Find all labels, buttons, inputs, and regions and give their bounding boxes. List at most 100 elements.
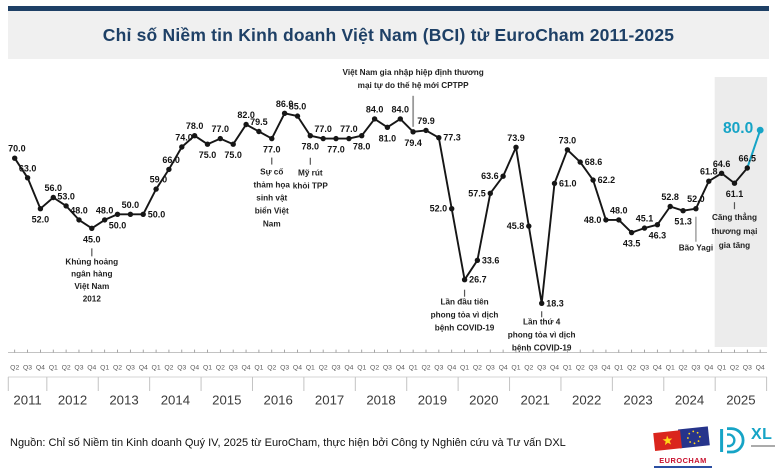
quarter-tick-label: Q3: [743, 365, 752, 372]
data-point: [89, 225, 95, 231]
annotation-text: thảm họa: [254, 181, 291, 190]
data-point: [24, 175, 31, 181]
data-point: [487, 190, 493, 196]
quarter-tick-label: Q3: [23, 365, 32, 372]
x-axis: Q2 Q3 Q4 Q1 Q2 Q3 Q4 Q1 Q2 Q3 Q4 Q1 Q2 Q3 Q4 Q1 Q2 Q3 Q4 Q1…: [7, 349, 768, 408]
data-label: 52.0: [32, 215, 50, 225]
annotation-text: bệnh COVID-19: [512, 343, 572, 352]
annotation-text: Sự cố: [260, 168, 283, 177]
data-label: 33.6: [482, 255, 500, 265]
data-label: 77.0: [212, 124, 230, 134]
source-note: Nguồn: Chỉ số Niềm tin Kinh doanh Quý IV…: [10, 437, 566, 449]
data-point: [641, 225, 648, 231]
data-point: [616, 217, 622, 223]
data-label: 68.6: [585, 157, 603, 167]
data-point: [397, 116, 403, 122]
data-label: 75.0: [224, 150, 242, 160]
data-point: [281, 110, 288, 117]
data-point: [140, 211, 146, 217]
quarter-tick-label: Q1: [152, 365, 161, 372]
quarter-tick-label: Q2: [10, 365, 19, 372]
annotation-text: phong tỏa vì dịch: [508, 330, 576, 339]
annotation-text: ngân hàng: [71, 270, 112, 279]
data-point: [269, 135, 275, 142]
data-label: 52.0: [687, 194, 705, 204]
quarter-tick-label: Q3: [280, 365, 289, 372]
dxl-logo-text: XL: [751, 426, 773, 443]
data-point: [307, 133, 313, 139]
data-point: [333, 135, 339, 142]
quarter-tick-label: Q1: [511, 365, 520, 372]
annotation-text: Việt Nam: [74, 282, 109, 291]
data-label: 84.0: [366, 104, 384, 114]
data-label: 63.0: [19, 163, 37, 173]
data-point: [513, 144, 519, 150]
data-label: 74.0: [175, 133, 193, 143]
quarter-tick-label: Q3: [126, 365, 135, 372]
quarter-tick-label: Q1: [49, 365, 58, 372]
quarter-tick-label: Q3: [486, 365, 495, 372]
data-point: [37, 206, 44, 212]
data-point: [63, 203, 69, 209]
data-point: [436, 135, 442, 141]
bci-line: [13, 112, 749, 305]
data-label: 77.0: [314, 124, 332, 134]
annotation-text: Lần thứ 4: [523, 317, 561, 326]
data-label: 59.0: [150, 175, 168, 185]
year-label: 2020: [469, 393, 498, 408]
data-point: [461, 277, 468, 283]
annotation-text: Lần đầu tiên: [440, 298, 488, 307]
eurocham-logo: EUROCHAM: [652, 426, 714, 468]
annotation-text: Nam: [263, 220, 281, 229]
annotation-text: 2012: [83, 295, 102, 304]
data-point: [243, 121, 249, 128]
data-label: 84.0: [392, 104, 410, 114]
quarter-tick-label: Q3: [331, 365, 340, 372]
quarter-tick-label: Q2: [62, 365, 71, 372]
quarter-tick-label: Q4: [139, 365, 148, 372]
year-label: 2016: [264, 393, 293, 408]
data-label: 52.8: [661, 192, 679, 202]
year-label: 2024: [675, 393, 704, 408]
year-label: 2015: [212, 393, 241, 408]
annotation-covid-first-lockdown: Lần đầu tiên phong tỏa vì dịch bệnh COVID-…: [431, 289, 498, 333]
data-label: 79.9: [417, 116, 435, 126]
data-point: [731, 180, 738, 186]
annotation-text: Căng thẳng: [712, 211, 757, 222]
quarter-tick-label: Q2: [421, 365, 430, 372]
annotation-text: biển Việt: [255, 206, 289, 216]
quarter-tick-label: Q2: [216, 365, 225, 372]
quarter-tick-label: Q4: [87, 365, 96, 372]
quarter-tick-label: Q1: [666, 365, 675, 372]
data-point: [449, 206, 455, 212]
quarter-tick-label: Q4: [447, 365, 456, 372]
data-point: [693, 206, 699, 212]
data-label: 50.0: [148, 209, 166, 219]
data-point: [680, 208, 686, 214]
annotation-typhoon-yagi: Bão Yagi: [679, 216, 713, 253]
year-label: 2011: [13, 393, 41, 408]
year-label: 2022: [572, 393, 601, 408]
data-label: 78.0: [353, 142, 371, 152]
quarter-tick-label: Q2: [113, 365, 122, 372]
data-label: 48.0: [70, 205, 88, 215]
dxl-tagline-bar: [751, 445, 775, 447]
data-point: [667, 203, 673, 210]
data-point: [371, 116, 378, 122]
data-point: [551, 180, 558, 187]
quarter-tick-label: Q4: [190, 365, 199, 372]
quarter-tick-label: Q1: [254, 365, 263, 372]
quarter-tick-label: Q3: [691, 365, 700, 372]
annotation-text: gia tăng: [719, 241, 750, 250]
quarter-tick-label: Q2: [627, 365, 636, 372]
data-point: [204, 141, 211, 147]
quarter-tick-label: Q4: [756, 365, 765, 372]
data-point: [384, 124, 391, 130]
quarter-tick-label: Q4: [601, 365, 610, 372]
data-label: 61.8: [700, 167, 718, 177]
data-label: 18.3: [546, 298, 564, 308]
data-point: [50, 194, 56, 201]
data-label: 51.3: [674, 217, 692, 227]
quarter-tick-label: Q4: [344, 365, 353, 372]
data-point: [346, 135, 352, 142]
